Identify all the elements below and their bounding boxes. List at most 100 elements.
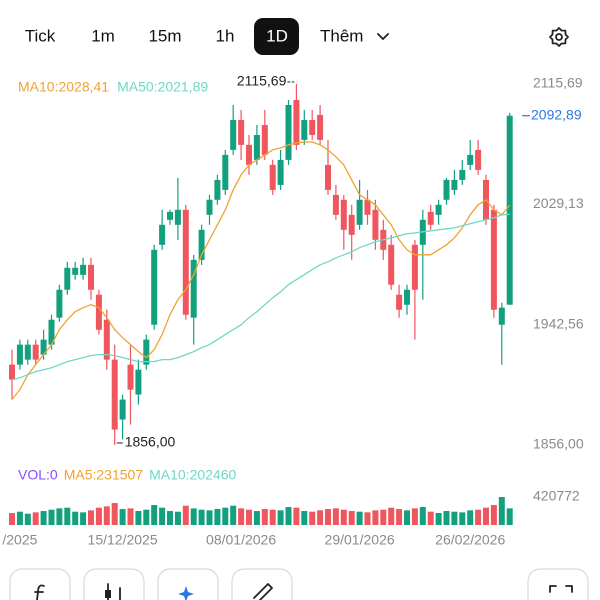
candle-body [364,199,371,215]
candle-body [475,149,482,170]
ai-button[interactable] [157,568,219,600]
volume-bar [261,509,268,525]
candle-body [111,359,118,430]
volume-bar [498,497,505,525]
candle-body [198,229,205,260]
volume-bar [214,509,221,525]
formula-button[interactable] [9,568,71,600]
volume-bar [364,512,371,525]
candle-icon-body [105,590,111,598]
screenshot-button[interactable] [527,568,589,600]
volume-bar [143,509,150,525]
volume-bar [467,510,474,525]
candle-body [103,319,110,360]
volume-bar [285,507,292,525]
volume-legend: VOL:0 [18,467,58,483]
volume-bar [388,507,395,525]
candle-body [127,364,134,390]
candle-body [467,154,474,165]
chevron [377,33,389,40]
volume-bar [404,510,410,525]
volume-bar [427,511,434,525]
candle-body [56,289,63,318]
candle-body [182,209,189,315]
volume-bar [72,511,79,525]
candle-body [119,399,126,420]
pencil-icon [253,583,273,600]
volume-bar [16,511,23,525]
ma-line [11,141,511,400]
volume-bar [301,511,308,525]
volume-legend: MA10:202460 [149,467,236,483]
candle-body [317,114,324,140]
candle-body [24,344,31,360]
candle-body [293,99,300,145]
x-tick-label: 29/01/2026 [325,532,395,548]
candle-body [238,119,245,145]
y-tick-label: 1856,00 [533,436,584,452]
candle-body [80,264,87,275]
y-tick-label: 1942,56 [533,315,584,331]
volume-bar [9,513,15,525]
candle-body [135,369,142,395]
volume-bar [24,513,31,525]
candle-body [427,211,434,225]
candle-body [388,244,395,285]
ma-line [11,213,510,381]
candle-body [348,214,355,235]
candle-body [230,119,237,150]
candle-body [372,209,379,240]
volume-bar [64,507,71,525]
volume-bar [230,505,237,525]
volume-bar [459,512,466,525]
candle-body [16,344,23,365]
volume-bar [167,511,173,525]
volume-bar [198,509,205,525]
volume-bar [277,510,284,525]
volume-bar [103,506,110,525]
legend-entry: MA10:2028,41 [18,79,109,95]
y-tick-label: 2115,69 [533,75,583,91]
candle-body [143,339,150,365]
tab[interactable]: 1m [91,26,115,45]
candle-body [167,211,173,220]
volume-bar [490,505,497,525]
volume-bar [293,507,300,525]
tab[interactable]: 15m [148,26,181,45]
candle-body [190,259,197,318]
tab[interactable]: Tick [25,26,56,45]
volume-bar [317,510,324,525]
candle-body [222,154,229,190]
candle-body [490,209,497,310]
volume-bar [380,509,387,525]
candle-body [332,194,339,215]
x-tick-label: 26/02/2026 [435,532,505,548]
tab[interactable]: 1D [266,26,288,45]
draw-button[interactable] [231,568,293,600]
candle-body [269,164,276,190]
x-tick-label: /2025 [2,532,37,548]
candle-body [32,344,39,360]
tab[interactable]: 1h [216,26,235,45]
volume-bar [182,505,189,525]
candle-body [64,267,71,290]
volume-bar [269,509,276,525]
candle-body [325,164,331,190]
tab[interactable]: Thêm [320,26,363,45]
candle-body [301,119,308,140]
candle-body [356,199,363,225]
volume-bar [151,505,158,525]
legend-entry: MA50:2021,89 [117,79,208,95]
indicator-button[interactable] [83,568,145,600]
chart: 2115,69 2029,13 1942,56 1856,00 MA10:2028,41… [2,73,583,548]
volume-bar [190,508,197,525]
candle-body [506,115,513,305]
volume-bar [111,503,118,525]
candle-body [498,307,505,325]
volume-tick-label: 420772 [533,488,580,504]
volume-bar [32,512,39,525]
candle-body [214,179,221,200]
settings-icon[interactable] [549,27,569,47]
volume-bar [119,509,126,525]
x-tick-label: 15/12/2025 [88,532,158,548]
